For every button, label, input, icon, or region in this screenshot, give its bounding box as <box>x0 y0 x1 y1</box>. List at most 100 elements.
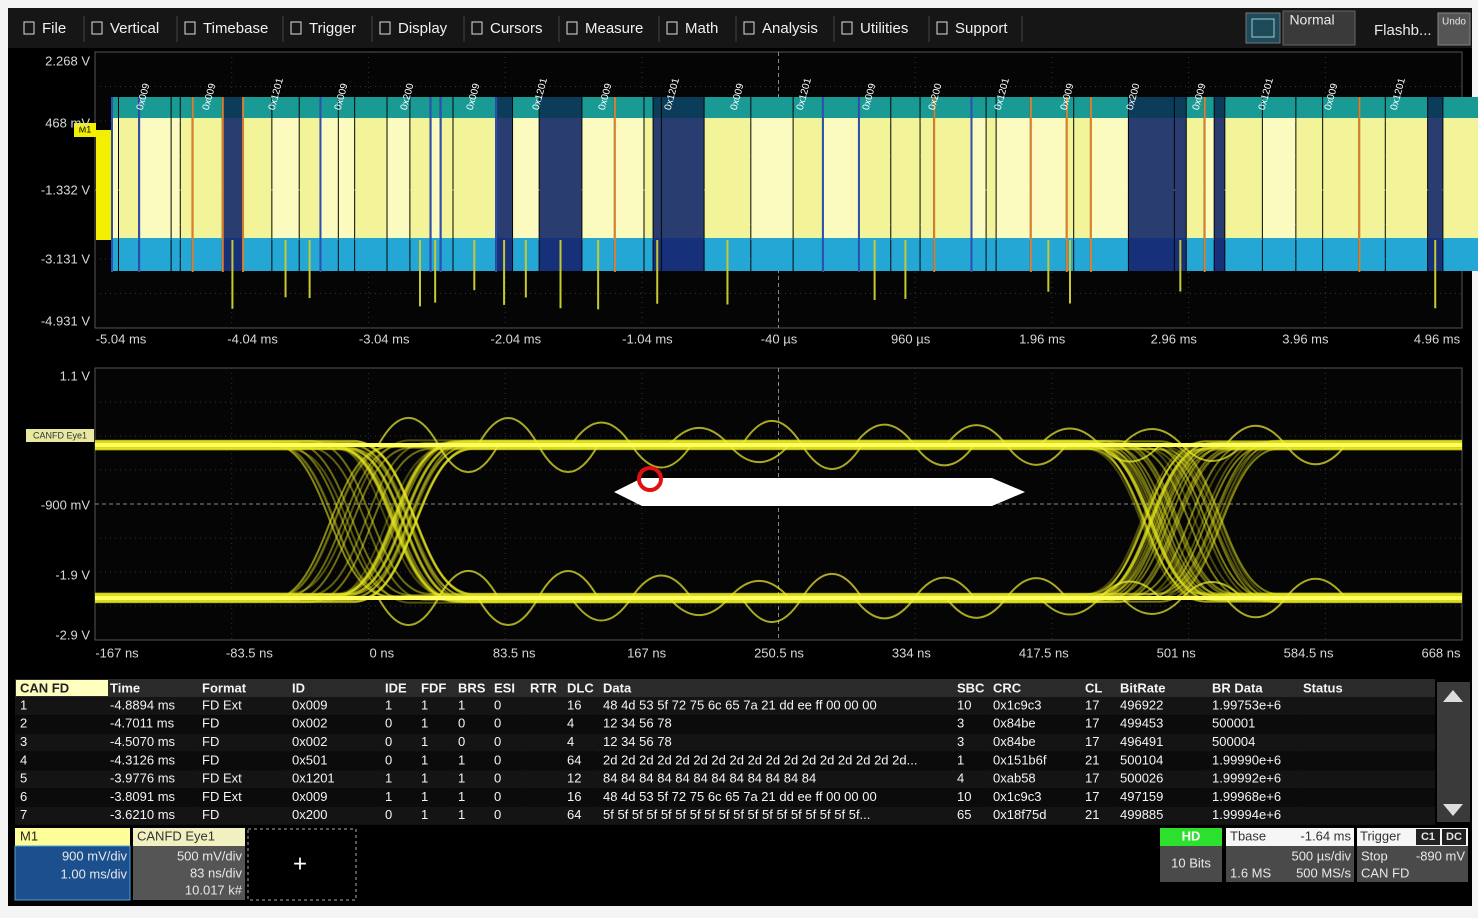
trace-teal <box>1443 97 1478 119</box>
table-cell: 2 <box>20 716 27 731</box>
table-cell: 2d 2d 2d 2d 2d 2d 2d 2d 2d 2d 2d 2d 2d 2… <box>603 752 917 767</box>
column-header[interactable]: CL <box>1085 680 1102 695</box>
menu-item[interactable]: Analysis <box>762 20 818 37</box>
column-header[interactable]: ESI <box>494 680 515 695</box>
table-cell: 0x151b6f <box>993 752 1047 767</box>
menu-item[interactable]: Cursors <box>490 20 543 37</box>
menu-item[interactable]: Support <box>955 20 1008 37</box>
trace-yellow <box>1031 118 1066 240</box>
column-header[interactable]: SBC <box>957 680 985 695</box>
table-cell: 0 <box>494 771 501 786</box>
table-cell: 1 <box>421 716 428 731</box>
column-header[interactable]: DLC <box>567 680 594 695</box>
column-header[interactable]: ID <box>292 680 305 695</box>
trace-blue <box>1187 238 1204 271</box>
table-cell: 12 34 56 78 <box>603 716 672 731</box>
table-cell: -4.8894 ms <box>110 697 176 712</box>
trace-blue <box>1323 238 1358 271</box>
column-header[interactable]: IDE <box>385 680 407 695</box>
column-header[interactable]: BRS <box>458 680 486 695</box>
trace-blue <box>1129 238 1174 271</box>
trace-teal <box>705 97 751 119</box>
trace-yellow <box>794 118 822 240</box>
y-axis-label: -1.332 V <box>41 182 90 197</box>
table-cell: 6 <box>20 789 27 804</box>
menu-item[interactable]: Timebase <box>203 20 268 37</box>
table-cell: 3 <box>20 734 27 749</box>
trigger-source: CAN FD <box>1361 865 1409 880</box>
tbase-label: Tbase <box>1230 828 1266 843</box>
table-cell: 0 <box>385 807 392 822</box>
trace-teal <box>431 97 440 119</box>
menu-item[interactable]: Display <box>398 20 448 37</box>
tbase-delay: -1.64 ms <box>1300 828 1351 843</box>
trace-teal <box>891 97 919 119</box>
menu-item[interactable]: Math <box>685 20 718 37</box>
table-cell: -3.9776 ms <box>110 771 176 786</box>
table-cell: 5 <box>20 771 27 786</box>
column-header[interactable]: FDF <box>421 680 446 695</box>
column-header[interactable]: Format <box>202 680 247 695</box>
table-cell: 0x84be <box>993 734 1036 749</box>
column-header[interactable]: Time <box>110 680 140 695</box>
table-cell: 17 <box>1085 771 1099 786</box>
table-cell: 1 <box>385 771 392 786</box>
y-axis-label: 2.268 V <box>45 53 90 68</box>
layout-button[interactable] <box>1246 13 1280 43</box>
table-cell: 0 <box>385 734 392 749</box>
flashback[interactable]: Flashb... <box>1374 22 1432 39</box>
trace-blue <box>997 238 1030 271</box>
x-axis-label: 1.96 ms <box>1019 331 1066 346</box>
table-cell: 17 <box>1085 697 1099 712</box>
x-axis-label: 2.96 ms <box>1151 331 1198 346</box>
column-header[interactable]: Data <box>603 680 632 695</box>
trace-teal <box>1091 97 1128 119</box>
trace-teal <box>615 97 644 119</box>
menu-item[interactable]: File <box>42 20 66 37</box>
table-cell: 21 <box>1085 807 1099 822</box>
table-cell: 0xab58 <box>993 771 1036 786</box>
table-cell: 499885 <box>1120 807 1163 822</box>
table-cell: 0x200 <box>292 807 327 822</box>
table-cell: 10 <box>957 697 971 712</box>
column-header[interactable]: BitRate <box>1120 680 1166 695</box>
trace-blue <box>355 238 386 271</box>
menu-item[interactable]: Vertical <box>110 20 159 37</box>
x-axis-label: 417.5 ns <box>1019 645 1069 660</box>
trace-teal <box>751 97 792 119</box>
m1-setting: 1.00 ms/div <box>61 866 128 881</box>
trace-yellow <box>1323 118 1358 240</box>
trace-yellow <box>1359 118 1384 240</box>
x-axis-label: 3.96 ms <box>1282 331 1329 346</box>
menu-item[interactable]: Trigger <box>309 20 356 37</box>
trace-yellow <box>496 118 512 240</box>
table-cell: 0x501 <box>292 752 327 767</box>
column-header[interactable]: CAN FD <box>20 680 69 695</box>
column-header[interactable]: BR Data <box>1212 680 1263 695</box>
trace-blue <box>934 238 970 271</box>
trace-yellow <box>1205 118 1214 240</box>
table-cell: 1.99990e+6 <box>1212 752 1281 767</box>
trace-blue <box>1296 238 1322 271</box>
trace-yellow <box>1386 118 1427 240</box>
eye-setting: 10.017 k# <box>185 882 243 897</box>
trace-teal <box>1359 97 1384 119</box>
trace-blue <box>441 238 453 271</box>
column-header[interactable]: CRC <box>993 680 1022 695</box>
m1-name: M1 <box>20 828 38 843</box>
trace-blue <box>1205 238 1214 271</box>
column-header[interactable]: Status <box>1303 680 1343 695</box>
column-header[interactable]: RTR <box>530 680 557 695</box>
trace-yellow <box>859 118 890 240</box>
trace-teal <box>1175 97 1186 119</box>
scrollbar[interactable] <box>1437 682 1470 822</box>
table-cell: 497159 <box>1120 789 1163 804</box>
trace-yellow <box>1263 118 1295 240</box>
y-axis-label: 468 mV <box>45 115 90 130</box>
menu-item[interactable]: Utilities <box>860 20 908 37</box>
trace-yellow <box>139 118 170 240</box>
table-cell: -3.8091 ms <box>110 789 176 804</box>
table-cell: 4 <box>567 716 574 731</box>
menu-item[interactable]: Measure <box>585 20 643 37</box>
trace-blue <box>193 238 222 271</box>
